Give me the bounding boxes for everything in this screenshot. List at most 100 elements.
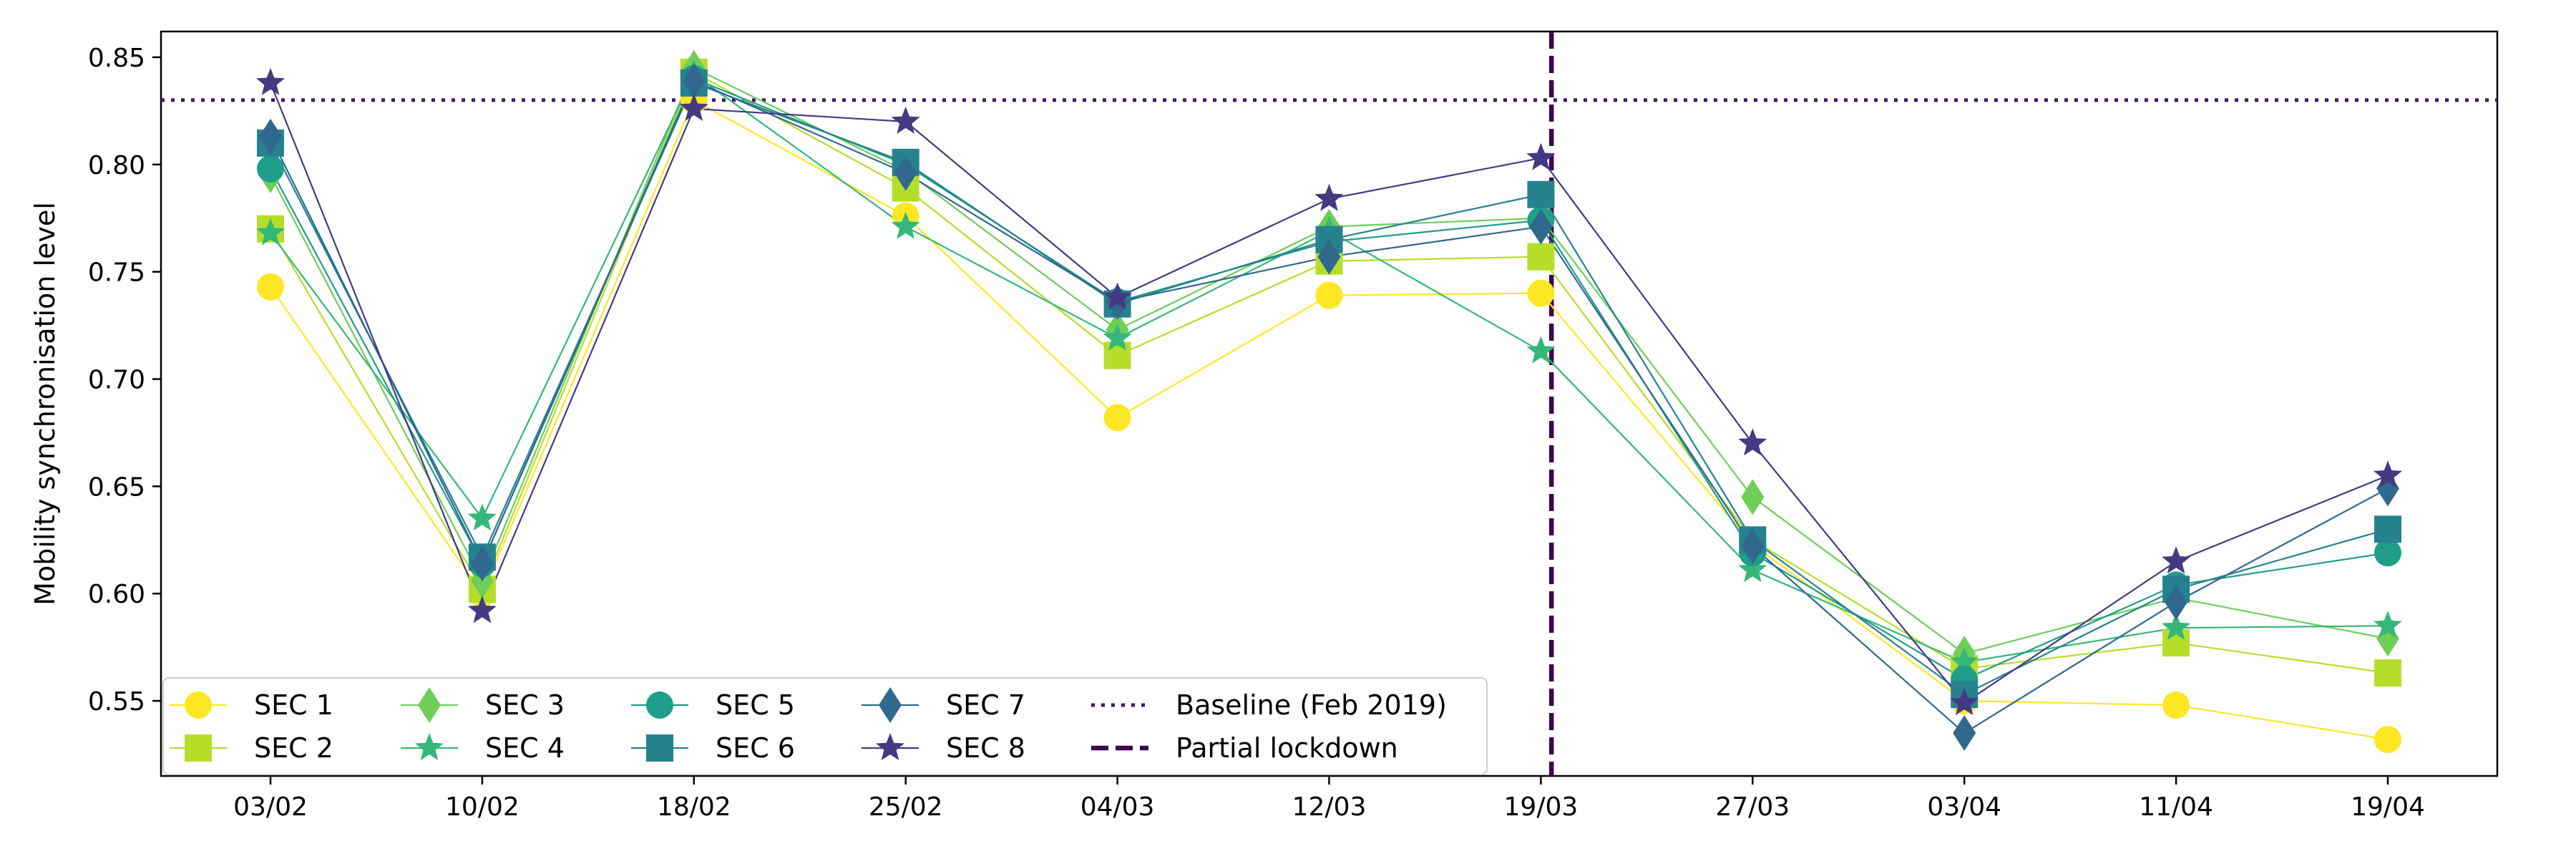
legend-label: SEC 2 [254, 732, 333, 764]
data-point [2374, 726, 2401, 754]
series-line-sec-4 [270, 73, 2389, 664]
data-point [1527, 180, 1555, 208]
legend-marker [185, 691, 212, 719]
data-point [467, 596, 497, 623]
legend-entry: SEC 5 [631, 689, 795, 721]
x-tick-label: 10/02 [445, 792, 519, 822]
data-point [1738, 428, 1767, 456]
series-lines [269, 67, 2389, 741]
legend-marker [185, 734, 212, 762]
data-point [1953, 715, 1976, 752]
legend-label: SEC 7 [946, 689, 1025, 721]
data-point [2374, 659, 2401, 687]
legend-entry: Baseline (Feb 2019) [1091, 689, 1447, 721]
series-line-sec-8 [269, 82, 2389, 704]
series-line-sec-5 [270, 77, 2389, 681]
legend-label: Partial lockdown [1176, 732, 1398, 764]
y-tick-label: 0.70 [88, 366, 145, 395]
x-tick-label: 27/03 [1715, 792, 1790, 822]
x-tick-label: 04/03 [1080, 792, 1155, 822]
data-point [1529, 208, 1553, 245]
data-point [2374, 515, 2401, 543]
legend: SEC 1 SEC 2 SEC 3 SEC 4 SEC 5 SEC 6 SEC 7 SEC 8… [162, 677, 1488, 775]
data-point [682, 62, 706, 99]
plot-area [160, 30, 2499, 777]
legend-label: SEC 8 [946, 732, 1025, 764]
legend-marker [876, 733, 904, 760]
data-point [1741, 479, 1765, 515]
legend-label: SEC 4 [485, 732, 565, 764]
series-line-sec-7 [270, 79, 2389, 734]
data-point [1950, 688, 1979, 716]
legend-entry: SEC 2 [170, 732, 333, 764]
data-point [2162, 691, 2190, 719]
legend-marker [879, 687, 902, 723]
reference-lines [161, 31, 2497, 776]
data-point [1103, 404, 1131, 432]
data-point [1317, 238, 1341, 275]
data-point [257, 155, 284, 183]
data-point [2162, 546, 2191, 574]
y-tick-label: 0.55 [88, 687, 145, 717]
legend-label: SEC 3 [485, 689, 565, 721]
data-point [2162, 613, 2191, 641]
data-point [894, 155, 917, 191]
legend-label: SEC 5 [716, 689, 795, 721]
data-point [1741, 528, 1765, 565]
x-tick-label: 18/02 [657, 792, 731, 822]
legend-marker [646, 691, 673, 719]
x-tick-label: 19/03 [1504, 792, 1579, 822]
legend-marker [415, 733, 444, 760]
data-point [1526, 142, 1556, 170]
legend-entry: SEC 1 [170, 689, 333, 721]
series-markers [256, 49, 2402, 754]
legend-entry: SEC 7 [862, 687, 1025, 723]
data-point [2374, 539, 2401, 567]
plot-frame [160, 30, 2499, 777]
legend-entry: Partial lockdown [1091, 732, 1398, 764]
data-point [1527, 279, 1555, 307]
data-point [2165, 584, 2188, 621]
data-point [2373, 460, 2402, 488]
y-tick-label: 0.85 [88, 44, 145, 73]
data-point [257, 273, 284, 301]
x-axis: 03/02 10/02 18/02 25/02 04/03 12/03 19/03 27/03… [233, 776, 2425, 822]
data-point [1314, 183, 1344, 211]
y-tick-label: 0.80 [88, 151, 145, 180]
legend-entry: SEC 4 [401, 732, 565, 764]
data-point [1950, 647, 1979, 675]
data-point [256, 67, 285, 95]
series-line-sec-2 [270, 71, 2389, 674]
data-point [679, 93, 708, 121]
x-tick-label: 11/04 [2139, 792, 2213, 822]
data-point [891, 106, 920, 134]
legend-entry: SEC 6 [631, 732, 795, 764]
data-point [1527, 243, 1555, 271]
legend-label: Baseline (Feb 2019) [1176, 689, 1447, 721]
x-tick-label: 03/04 [1927, 792, 2001, 822]
y-axis: 0.55 0.60 0.65 0.70 0.75 0.80 0.85 [88, 44, 161, 717]
data-point [1526, 336, 1556, 364]
data-point [891, 211, 920, 239]
legend-entry: SEC 3 [401, 687, 565, 723]
legend-label: SEC 1 [254, 689, 333, 721]
y-tick-label: 0.75 [88, 258, 145, 288]
x-tick-label: 12/03 [1292, 792, 1367, 822]
data-point [1103, 323, 1132, 351]
data-point [259, 118, 282, 155]
data-point [256, 218, 285, 246]
y-axis-label: Mobility synchronisation level [29, 202, 61, 606]
data-point [2373, 611, 2402, 639]
legend-marker [418, 687, 441, 723]
series-line-sec-6 [270, 82, 2389, 696]
x-tick-label: 19/04 [2351, 792, 2425, 822]
x-tick-label: 25/02 [869, 792, 943, 822]
data-point [1103, 282, 1132, 310]
legend-entry: SEC 8 [862, 732, 1025, 764]
y-tick-label: 0.60 [88, 580, 145, 609]
data-point [467, 503, 497, 531]
legend-frame [162, 677, 1488, 775]
y-tick-label: 0.65 [88, 472, 145, 502]
data-point [1315, 281, 1343, 309]
